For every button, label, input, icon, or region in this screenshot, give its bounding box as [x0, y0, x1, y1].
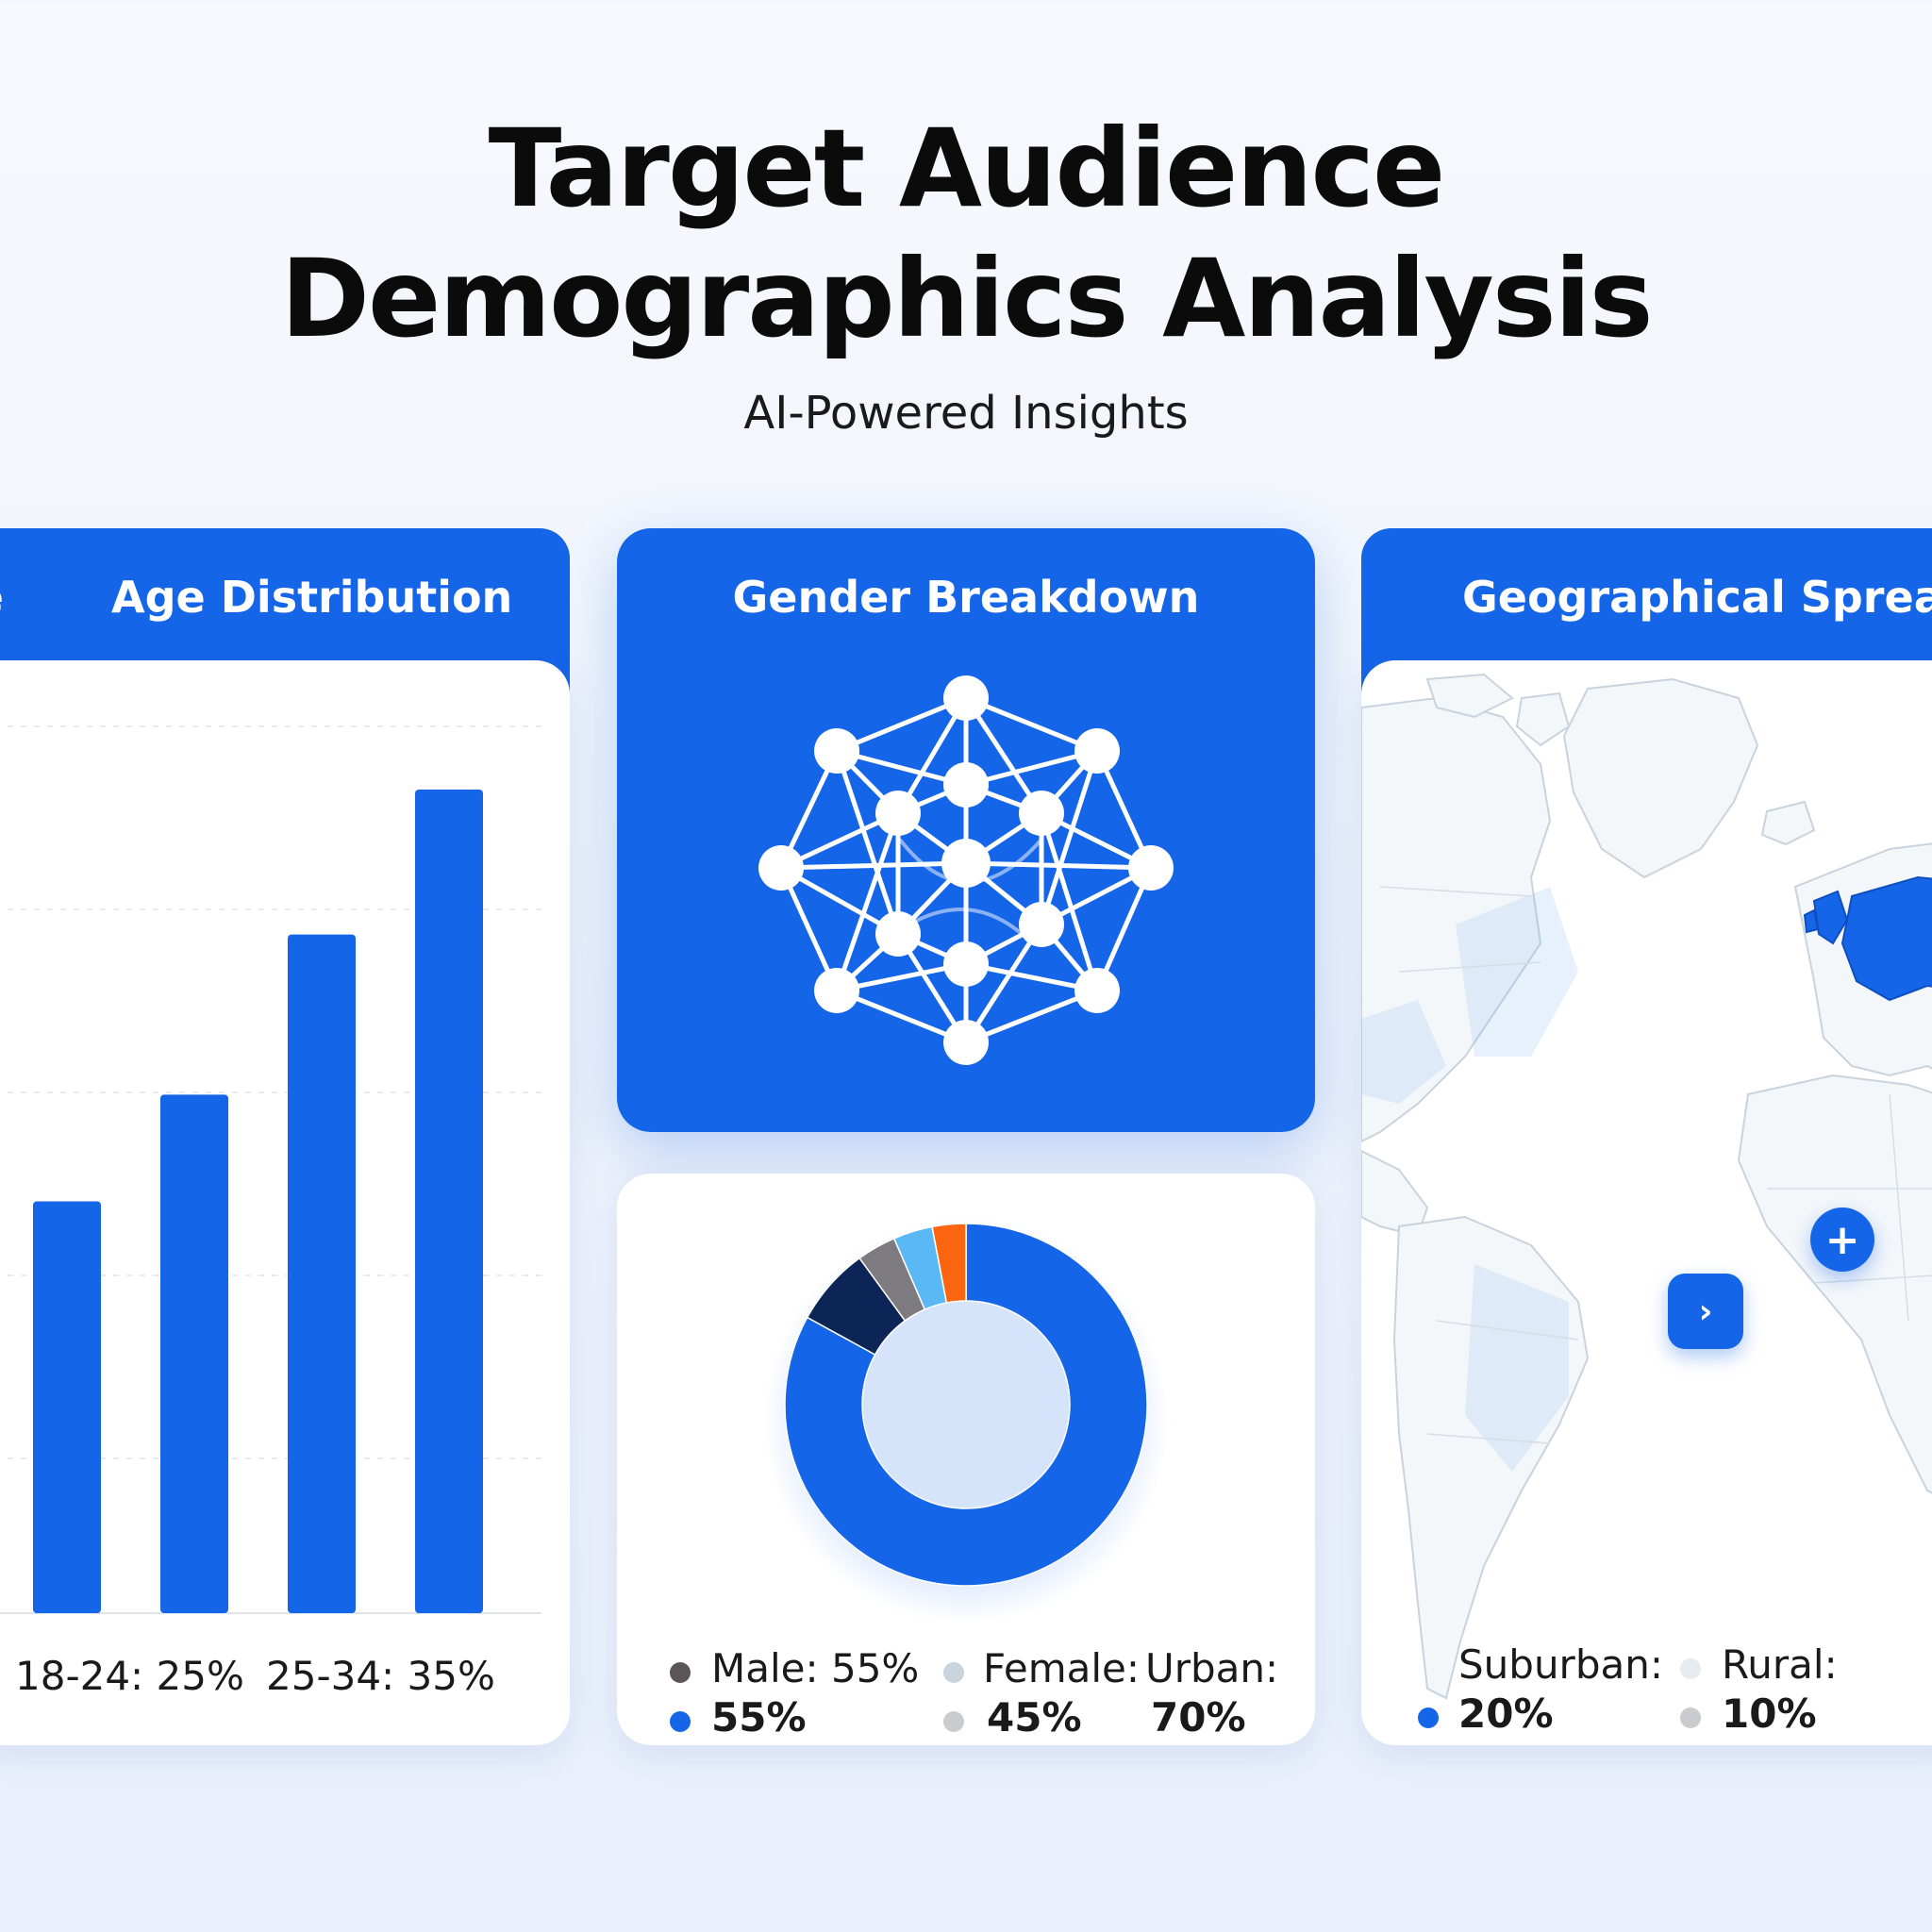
legend-dot-male-value [670, 1711, 691, 1732]
age-panel-title-fragment: e [0, 574, 4, 622]
gender-panel-title: Gender Breakdown [732, 572, 1200, 623]
legend-dot-suburban [1418, 1707, 1439, 1728]
age-bar-chart [0, 725, 541, 1614]
legend-dot-rural [1680, 1658, 1701, 1679]
legend-dot-male [670, 1662, 691, 1683]
donut-slice-1 [784, 1223, 1148, 1587]
legend-label-urban: Urban: [1145, 1645, 1279, 1691]
legend-value-suburban: 20% [1458, 1690, 1554, 1737]
legend-dot-female-value [943, 1711, 964, 1732]
bar-C [288, 934, 356, 1613]
legend-value-male: 55% [711, 1694, 807, 1740]
age-distribution-panel: e Age Distribution 18-24: 25% 25-34: 35% [0, 528, 570, 1745]
geo-panel-body: › + Suburban: 20% Rural: 10% [1361, 660, 1932, 1745]
map-next-button[interactable]: › [1668, 1274, 1743, 1349]
legend-value-rural: 10% [1722, 1690, 1817, 1737]
map-zoom-in-button[interactable]: + [1810, 1208, 1874, 1272]
legend-label-female: Female: [983, 1645, 1141, 1691]
geo-panel-title: Geographical Spread [1462, 572, 1932, 623]
chevron-right-icon: › [1698, 1291, 1713, 1331]
network-icon [758, 675, 1174, 1065]
title-line-1: Target Audience [488, 106, 1446, 231]
age-panel-body: 18-24: 25% 25-34: 35% [0, 660, 570, 1745]
legend-label-male: Male: 55% [711, 1645, 920, 1691]
legend-dot-rural-value [1680, 1707, 1701, 1728]
legend-dot-female [943, 1662, 964, 1683]
world-map [1361, 673, 1932, 1700]
bar-A [33, 1201, 101, 1613]
plus-icon: + [1824, 1215, 1860, 1264]
legend-label-suburban: Suburban: [1458, 1641, 1663, 1688]
title-line-2: Demographics Analysis [280, 236, 1653, 361]
legend-value-female: 45% [987, 1694, 1082, 1740]
donut-slice-5 [931, 1223, 967, 1304]
legend-value-urban: 70% [1151, 1694, 1246, 1740]
geo-spread-panel: Geographical Spread [1361, 528, 1932, 1745]
bar-B [160, 1094, 228, 1613]
page-title: Target Audience Demographics Analysis [0, 104, 1932, 364]
bar-tick-label-2: 25-34: 35% [266, 1653, 495, 1699]
age-panel-title: Age Distribution [111, 572, 513, 623]
legend-label-rural: Rural: [1722, 1641, 1838, 1688]
gender-breakdown-panel: Gender Breakdown [617, 528, 1315, 1132]
bar-D [415, 790, 483, 1613]
gender-donut-panel: Male: 55% 55% Female: 45% Urban: 70% [617, 1174, 1315, 1745]
gender-donut-chart [763, 1218, 1169, 1624]
bar-tick-label-1: 18-24: 25% [15, 1653, 244, 1699]
page-subtitle: AI-Powered Insights [743, 387, 1189, 440]
